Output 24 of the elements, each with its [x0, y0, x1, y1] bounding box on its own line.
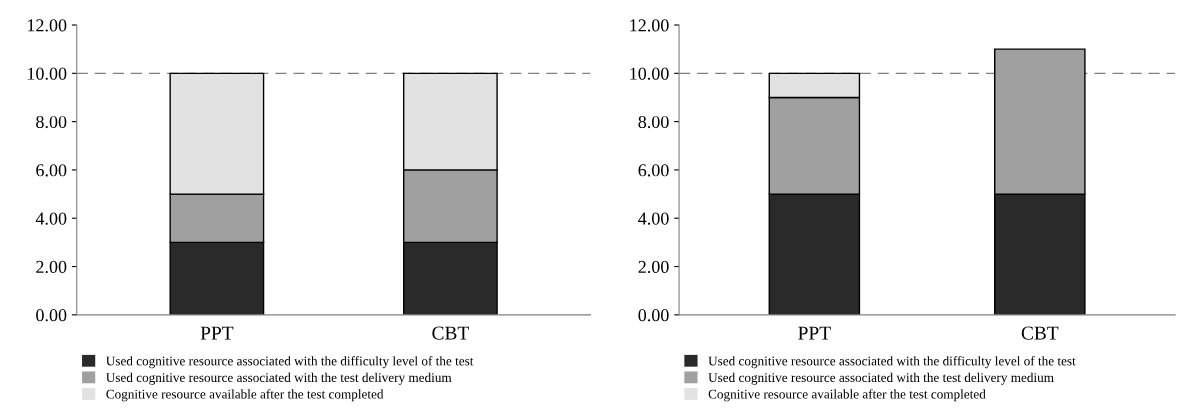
y-tick-label: 2.00: [638, 260, 669, 274]
legend-label: Cognitive resource available after the test completed: [106, 389, 384, 402]
y-tick-label: 2.00: [36, 260, 67, 274]
y-tick-label: 0.00: [638, 309, 669, 322]
legend-label: Cognitive resource available after the test completed: [708, 389, 986, 402]
y-tick-label: 0.00: [36, 309, 67, 322]
x-tick-label: PPT: [798, 326, 831, 340]
x-tick-label: CBT: [432, 326, 469, 340]
y-tick-label: 10.00: [28, 67, 67, 80]
y-tick-label: 10.00: [630, 67, 669, 80]
legend-label: Used cognitive resource associated with the difficulty level of the test: [106, 356, 474, 369]
x-tick-label: CBT: [1021, 326, 1059, 340]
y-tick-label: 6.00: [36, 164, 67, 177]
y-tick-label: 4.00: [35, 212, 67, 225]
legend-label: Used cognitive resource associated with the test delivery medium: [708, 372, 1054, 385]
y-tick-label: 4.00: [638, 212, 669, 225]
x-tick-label: PPT: [200, 326, 234, 340]
legend-label: Used cognitive resource associated with the difficulty level of the test: [708, 356, 1076, 369]
legend-label: Used cognitive resource associated with the test delivery medium: [106, 372, 452, 385]
y-tick-label: 8.00: [638, 115, 669, 129]
y-tick-label: 12.00: [28, 19, 67, 32]
y-tick-label: 12.00: [630, 19, 669, 32]
y-tick-label: 6.00: [638, 164, 669, 177]
y-tick-label: 8.00: [36, 115, 67, 129]
